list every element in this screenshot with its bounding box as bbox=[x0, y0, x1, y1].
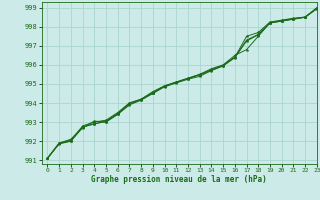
X-axis label: Graphe pression niveau de la mer (hPa): Graphe pression niveau de la mer (hPa) bbox=[91, 175, 267, 184]
